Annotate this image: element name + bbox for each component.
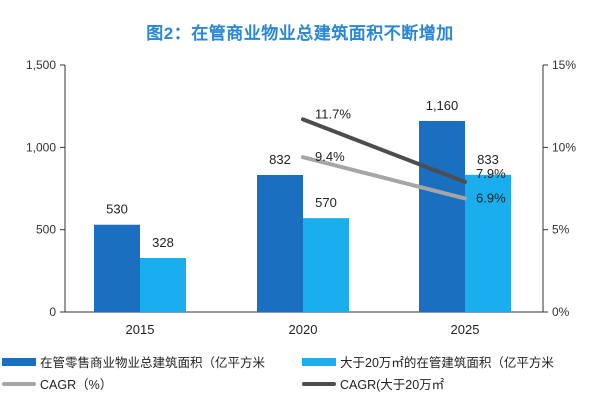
legend-swatch [302, 381, 336, 386]
bar [303, 218, 349, 312]
legend: 在管零售商业物业总建筑面积（亿平方米 大于20万㎡的在管建筑面积（亿平方米 CAGR… [0, 344, 600, 400]
bar-data-label: 1,160 [426, 98, 459, 113]
chart-title: 图2：在管商业物业总建筑面积不断增加 [146, 24, 454, 43]
legend-swatch [302, 357, 336, 366]
bar-data-label: 833 [477, 152, 499, 167]
bar [140, 257, 186, 312]
left-tick-label: 1,000 [26, 140, 56, 154]
legend-item: CAGR（%） [2, 374, 112, 393]
legend-label: CAGR(大于20万㎡ [340, 378, 445, 392]
right-tick-label: 10% [552, 140, 576, 154]
cagr-line [301, 155, 467, 201]
legend-label: CAGR（%） [40, 378, 113, 392]
legend-item: CAGR(大于20万㎡ [302, 374, 444, 393]
legend-swatch [2, 357, 36, 366]
legend-swatch [2, 381, 36, 386]
bar-data-label: 570 [315, 195, 337, 210]
line-data-label: 11.7% [315, 106, 351, 121]
right-tick-label: 15% [552, 58, 576, 72]
chart-svg: 0 500 1,000 1,500 0% 5% 10% 15% 2015 2020 2025 530 8… [26, 58, 576, 337]
x-tick-label: 2020 [289, 322, 318, 337]
bar [419, 120, 465, 312]
line-data-label: 9.4% [315, 149, 345, 164]
right-tick-label: 5% [552, 223, 570, 237]
line-data-label: 7.9% [476, 166, 506, 181]
left-tick-label: 500 [36, 223, 56, 237]
bar [94, 224, 140, 312]
legend-label: 大于20万㎡的在管建筑面积（亿平方米 [340, 356, 554, 370]
line-data-label: 6.9% [476, 190, 506, 205]
left-tick-label: 0 [49, 305, 56, 319]
x-tick-label: 2025 [451, 322, 480, 337]
x-tick-label: 2015 [126, 322, 155, 337]
left-tick-label: 1,500 [26, 58, 56, 72]
bar [465, 174, 511, 312]
bar [257, 174, 303, 312]
legend-item: 大于20万㎡的在管建筑面积（亿平方米 [302, 352, 554, 371]
bar-data-label: 832 [269, 152, 291, 167]
bar-data-label: 530 [106, 202, 128, 217]
legend-label: 在管零售商业物业总建筑面积（亿平方米 [40, 356, 266, 370]
cagr-line [301, 117, 467, 184]
bar-data-label: 328 [152, 235, 174, 250]
right-tick-label: 0% [552, 305, 570, 319]
legend-item: 在管零售商业物业总建筑面积（亿平方米 [2, 352, 265, 371]
